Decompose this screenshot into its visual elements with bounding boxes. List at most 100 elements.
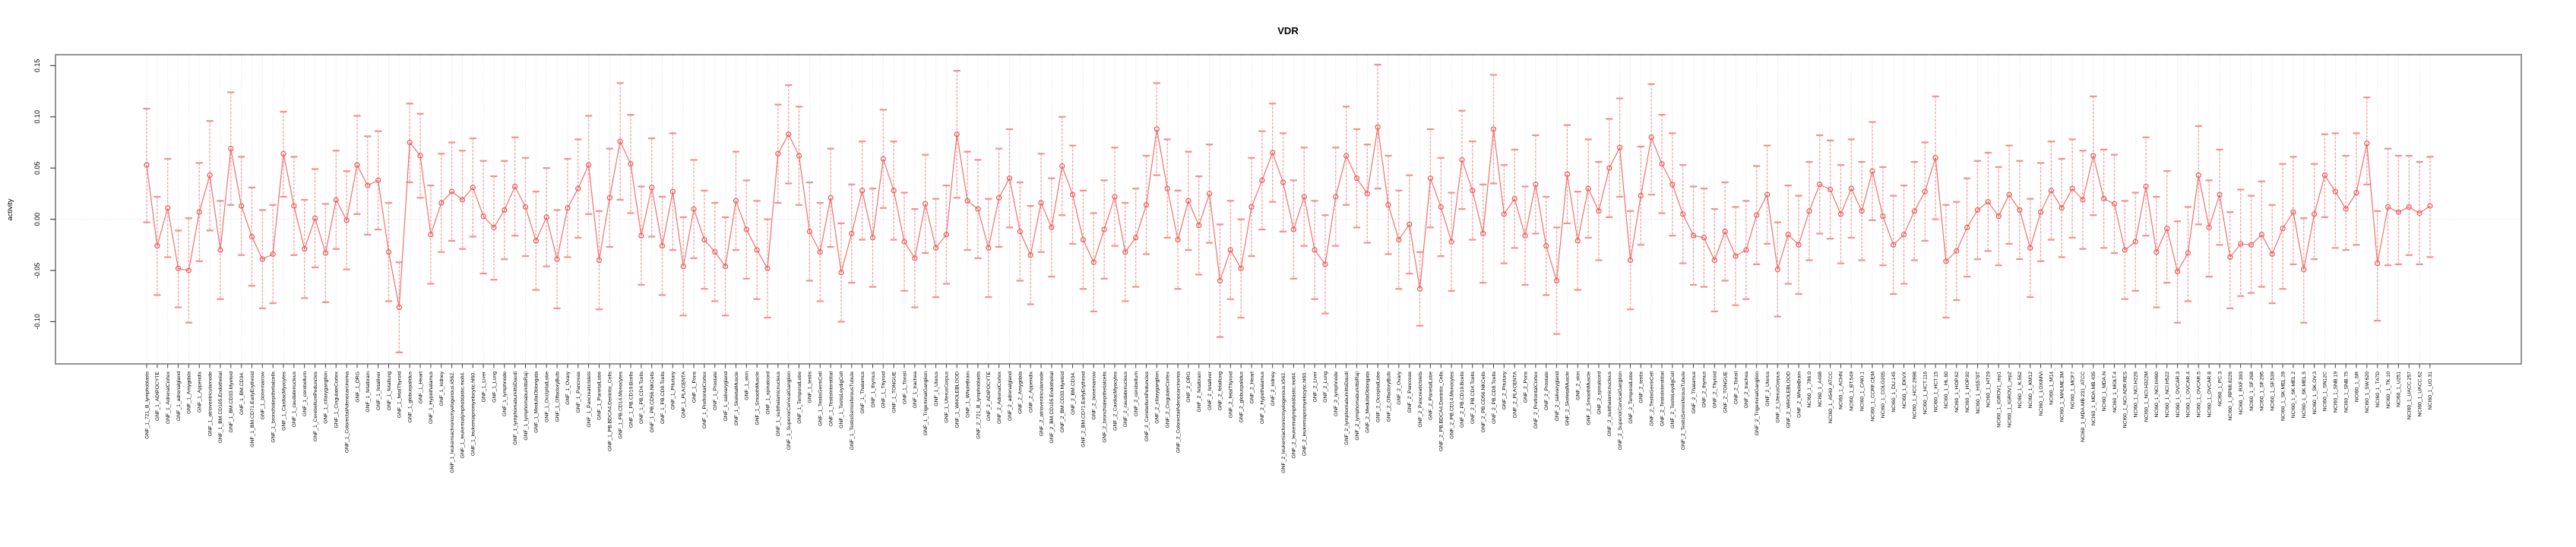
x-category-label: GNF_1_MedullaOblongata (534, 372, 540, 433)
data-point (943, 232, 950, 238)
x-category-label: GNF_1_Appendix (198, 371, 203, 413)
data-point (2006, 191, 2012, 198)
data-point (975, 206, 981, 212)
x-category-label: NCI60_1_MALME.3M (2060, 372, 2065, 422)
x-category-label: NCI60_1_OVCAR.8 (2207, 372, 2212, 418)
x-category-label: GNF_1_TemporalLobe (797, 372, 802, 424)
data-point (1017, 229, 1023, 235)
data-point (775, 150, 781, 157)
data-point (2385, 204, 2391, 210)
x-category-label: GNF_1_Heart (418, 372, 423, 403)
x-category-label: GNF_2_Tonsil (1733, 372, 1739, 405)
x-category-label: GNF_1_PancreaticIslets (587, 371, 592, 427)
data-point (1974, 207, 1981, 213)
data-point (1564, 171, 1571, 177)
x-category-label: NCI60_1_TK.10 (2386, 372, 2391, 409)
data-point (659, 243, 666, 249)
data-point (1859, 208, 1865, 214)
data-point (1943, 258, 1949, 264)
data-point (2343, 206, 2349, 212)
data-point (1175, 236, 1181, 243)
x-category-label: NCI60_1_LOXIMVI (2039, 372, 2044, 416)
data-point (1659, 161, 1665, 167)
x-category-label: GNF_2_BM.CD34. (1071, 372, 1076, 415)
data-point (217, 247, 223, 253)
data-point (248, 233, 255, 240)
data-point (207, 172, 213, 179)
x-category-label: GNF_1_subthalamicnucleus (776, 371, 781, 436)
x-category-label: GNF_2_OccipitalLobe (1375, 372, 1381, 422)
data-point (1900, 232, 1907, 238)
x-category-label: GNF_2_fetallung (1218, 372, 1223, 411)
x-category-label: GNF_1_lymphomaburkittsRaji (524, 372, 529, 441)
x-category-label: GNF_1_skin (745, 372, 750, 400)
data-point (2332, 188, 2338, 194)
data-point (1585, 185, 1591, 191)
x-category-label: GNF_1_Thyroid (881, 372, 887, 409)
x-category-label: NCI60_1_SF.295 (2260, 372, 2265, 411)
x-category-label: GNF_2_lymphomaburkittsDaudi (1344, 372, 1350, 445)
data-point (1553, 277, 1560, 284)
data-point (385, 249, 392, 255)
data-point (2101, 196, 2107, 202)
data-point (1690, 232, 1697, 239)
x-category-label: GNF_1_ColorectalAdenocarcinoma (344, 372, 350, 454)
error-bar-caps (143, 63, 2434, 353)
x-category-label: GNF_1_PLACENTA (682, 372, 687, 419)
x-category-label: GNF_2_skin (1576, 372, 1581, 400)
x-category-label: GNF_1_Pituitary (671, 371, 676, 409)
x-category-label: GNF_2_Uterus (1765, 371, 1771, 406)
series-line (146, 127, 2431, 308)
data-point (144, 162, 150, 168)
plot-box (55, 54, 2522, 365)
data-point (259, 256, 265, 262)
x-category-label: GNF_2_cerebellum (1134, 372, 1139, 416)
data-point (680, 264, 686, 270)
x-category-label: NCI60_1_SN12C (2323, 372, 2328, 412)
x-category-label: GNF_1_TrigeminalGanglion (923, 372, 929, 436)
data-point (796, 153, 802, 159)
data-point (185, 267, 191, 274)
x-category-label: GNF_1_Tonsil (902, 372, 907, 405)
x-category-label: GNF_2_atrioventricularnode (1039, 372, 1044, 437)
x-category-label: GNF_1_ciliaryganglion (324, 372, 329, 424)
x-category-label: NCI60_1_UO.31 (2428, 372, 2433, 409)
data-point (175, 265, 182, 271)
x-category-label: GNF_1_fetalThyroid (397, 372, 403, 418)
x-category-label: GNF_1_bronchialepithelialcells (271, 371, 276, 442)
x-axis-labels: GNF_1_721_B_lymphoblasts GNF_1_ADIPOCYTE G… (144, 371, 2433, 473)
x-category-label: GNF_2_Appendix (1028, 371, 1033, 413)
x-category-label: GNF_1_kidney (439, 371, 445, 406)
x-category-label: GNF_1_BM.CD71.EarlyErythroid (250, 372, 255, 447)
x-category-label: GNF_1_lymphnode (502, 372, 508, 416)
y-tick-label: -0.10 (33, 314, 41, 330)
data-point (1059, 163, 1065, 169)
data-point (470, 185, 476, 191)
x-category-label: NCI60_1_MDA.MB.435 (2091, 372, 2097, 425)
x-category-label: GNF_1_TestisInterstitial (828, 372, 834, 427)
x-category-label: GNF_2_kidney (1271, 371, 1276, 406)
data-point (1270, 150, 1276, 156)
data-point (1574, 238, 1581, 244)
data-point (1796, 242, 1802, 248)
x-category-label: GNF_2_BM.CD33.Myeloid (1060, 372, 1065, 433)
data-point (522, 204, 529, 210)
x-category-label: NCI60_1_NCI.H460 (2154, 372, 2160, 418)
x-category-label: GNF_2_CingulateCortex (1166, 371, 1171, 428)
data-point (596, 257, 603, 264)
x-category-label: GNF_2_Thalamus (1691, 371, 1697, 413)
y-axis: -0.10 -0.05 0.00 0.05 0.10 0.15 (33, 59, 55, 330)
x-category-label: GNF_2_PB.BDCA4.Dentritic_Cells (1439, 371, 1445, 451)
x-category-label: GNF_2_PB.CD4.Tcells (1470, 371, 1476, 424)
x-category-label: GNF_2_spinalcord (1597, 372, 1602, 415)
data-point (396, 304, 402, 311)
data-points (144, 124, 2433, 311)
data-point (2037, 209, 2044, 215)
x-category-label: NCI60_1_PC.3 (2217, 372, 2223, 406)
x-category-label: GNF_2_Amygdala (1018, 372, 1024, 414)
data-point (1069, 191, 1076, 198)
data-point (901, 239, 907, 245)
data-point (459, 197, 466, 203)
x-category-label: GNF_2_globuspalidus (1239, 371, 1244, 422)
data-point (1501, 211, 1507, 217)
